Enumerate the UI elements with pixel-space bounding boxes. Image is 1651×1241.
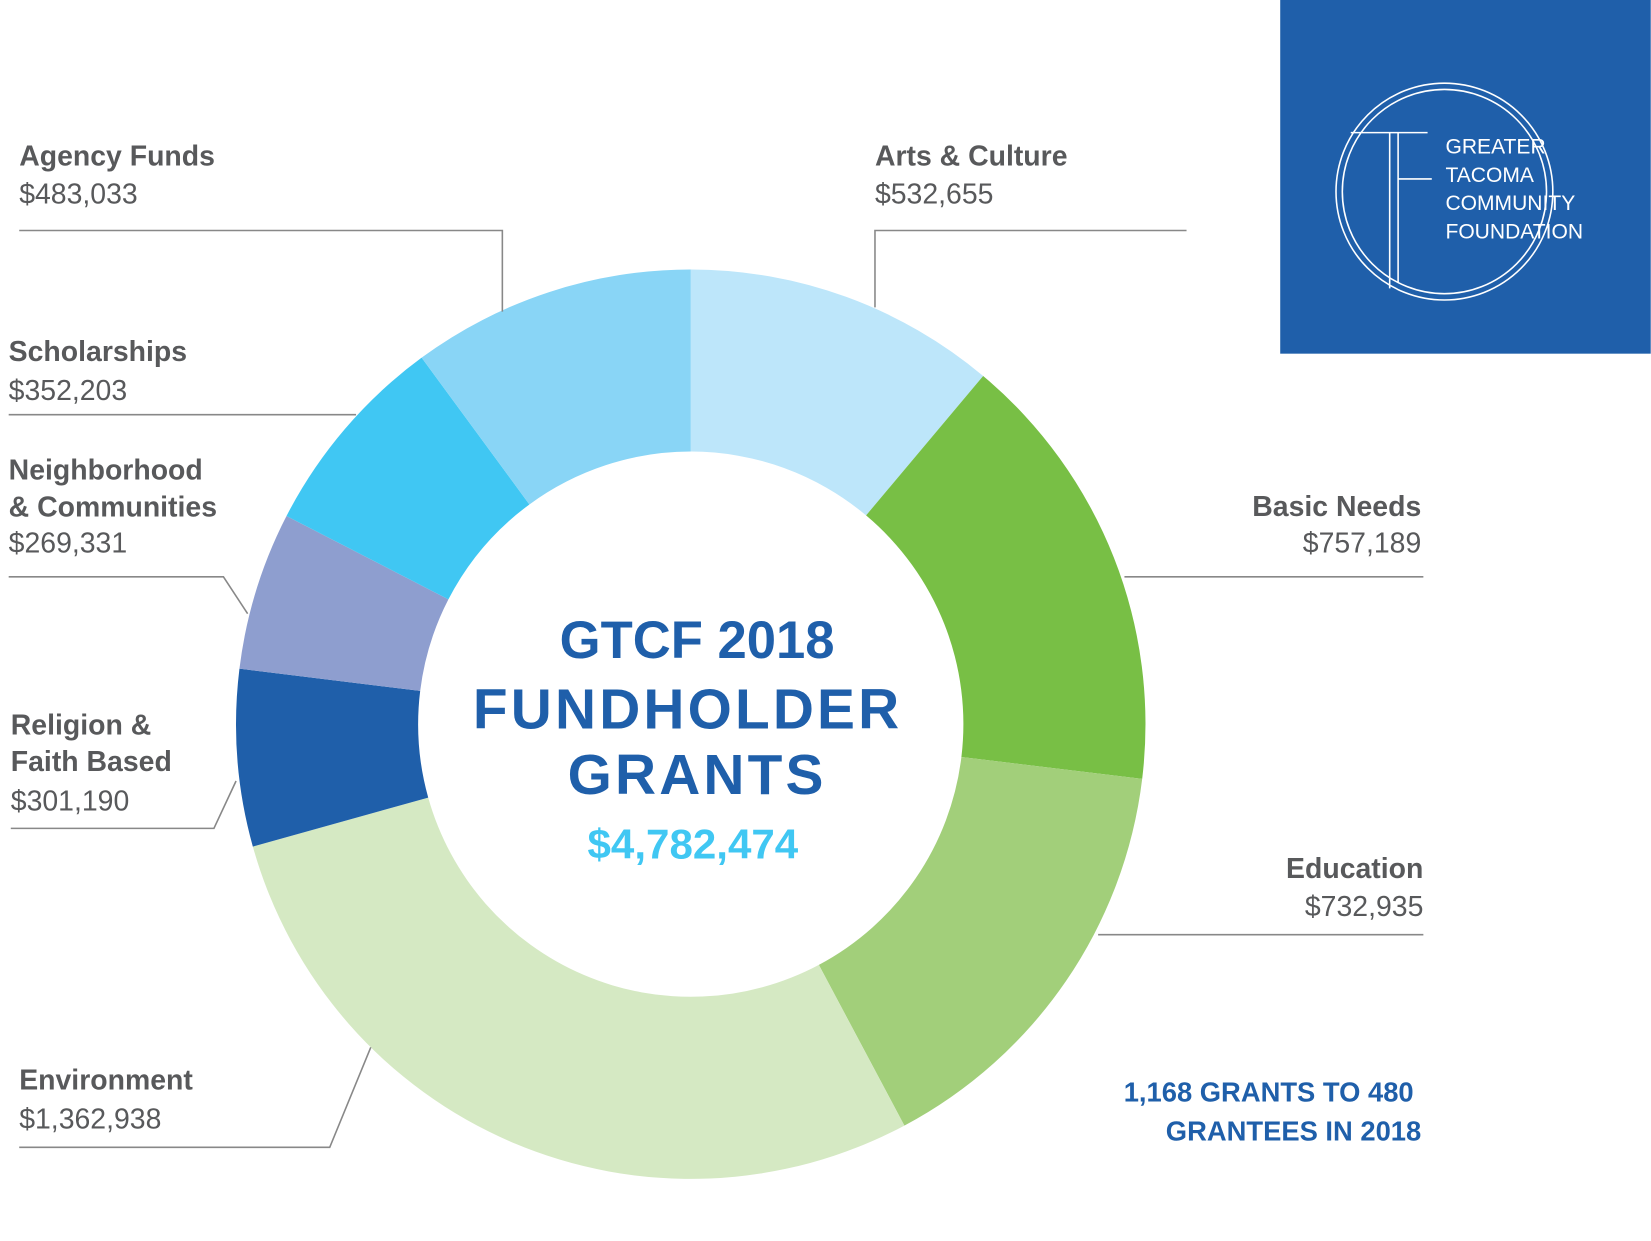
donut-slice bbox=[236, 668, 429, 847]
logo-line: GREATER bbox=[1445, 135, 1545, 158]
donut-slice bbox=[421, 269, 691, 505]
leader-line bbox=[874, 229, 1187, 308]
slice-value: $1,362,938 bbox=[19, 1104, 161, 1136]
logo-line: FOUNDATION bbox=[1445, 220, 1583, 243]
slice-value: $757,189 bbox=[1303, 528, 1421, 560]
center-title: GTCF 2018 bbox=[560, 611, 835, 670]
logo-line: TACOMA bbox=[1445, 163, 1533, 186]
slice-name: Agency Funds bbox=[19, 140, 215, 172]
slice-name: Environment bbox=[19, 1065, 193, 1097]
slice-value: $483,033 bbox=[19, 178, 137, 210]
leader-line bbox=[8, 576, 249, 615]
donut-slice bbox=[866, 375, 1146, 779]
slice-value: $532,655 bbox=[875, 178, 993, 210]
donut-slice bbox=[239, 516, 449, 691]
center-total: $4,782,474 bbox=[588, 820, 799, 867]
slice-name: Arts & Culture bbox=[875, 140, 1068, 172]
logo-box bbox=[1280, 0, 1651, 354]
donut-slice bbox=[252, 797, 905, 1179]
logo-text: GREATER TACOMA COMMUNITY FOUNDATION bbox=[1445, 135, 1583, 243]
slice-value: $269,331 bbox=[9, 528, 127, 560]
slice-name: Neighborhood & Communities bbox=[9, 454, 217, 523]
slice-name: Religion & Faith Based bbox=[11, 709, 172, 778]
slice-value: $352,203 bbox=[9, 375, 127, 407]
logo-mark bbox=[1335, 82, 1554, 301]
slice-name: Education bbox=[1286, 853, 1423, 885]
slice-name: Basic Needs bbox=[1252, 491, 1421, 523]
slice-value: $732,935 bbox=[1305, 891, 1423, 923]
grants-note: 1,168 GRANTS TO 480 GRANTEES IN 2018 bbox=[1124, 1077, 1422, 1147]
donut-slice bbox=[818, 756, 1143, 1126]
donut-slice bbox=[286, 357, 530, 600]
leader-line bbox=[19, 229, 504, 312]
leader-line bbox=[19, 1047, 372, 1149]
slice-value: $301,190 bbox=[11, 786, 129, 818]
donut-slice bbox=[690, 269, 984, 516]
leader-line bbox=[10, 780, 237, 830]
slice-name: Scholarships bbox=[9, 336, 187, 368]
logo-line: COMMUNITY bbox=[1445, 192, 1575, 215]
center-subtitle: FUNDHOLDER GRANTS bbox=[473, 679, 921, 807]
